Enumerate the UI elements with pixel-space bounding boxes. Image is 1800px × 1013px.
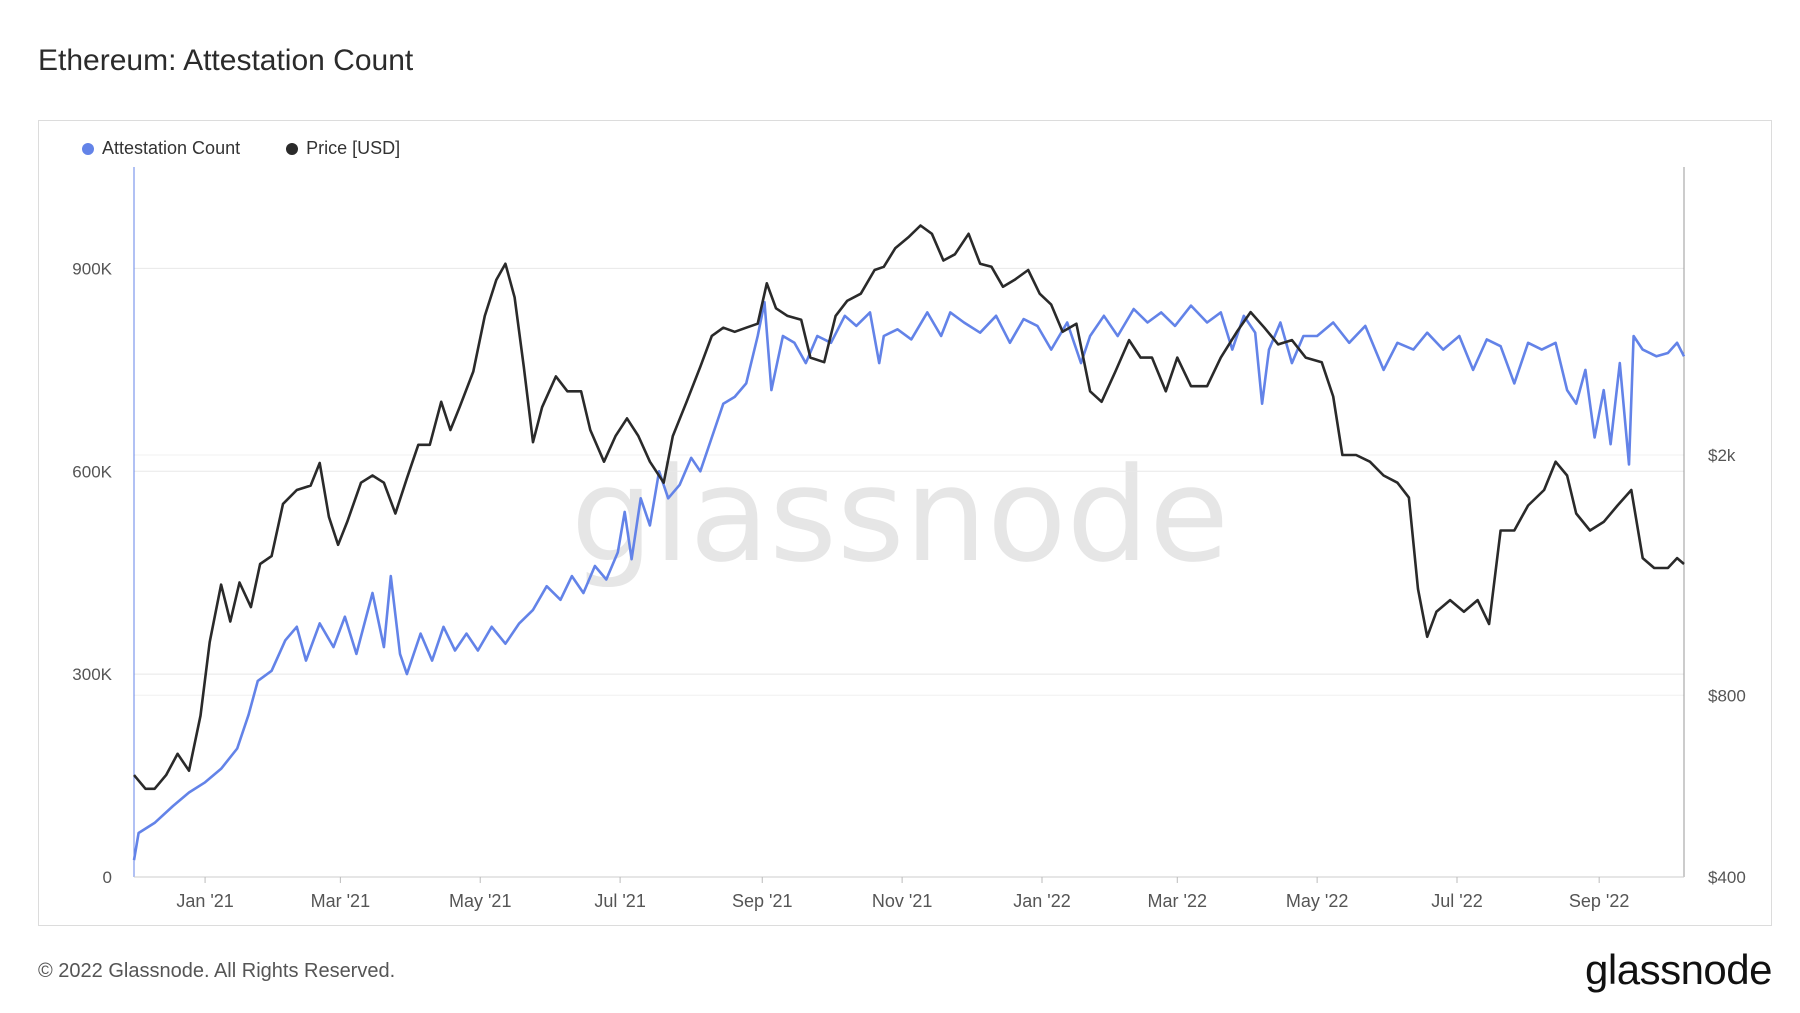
- series-line-price: [133, 224, 1685, 791]
- y-right-tick-label: $2k: [1708, 446, 1736, 465]
- x-tick-label: Jul '22: [1431, 891, 1482, 911]
- x-tick-label: Mar '22: [1148, 891, 1207, 911]
- y-right-tick-label: $400: [1708, 868, 1746, 887]
- series-line-attestation-count: [132, 300, 1686, 861]
- y-left-tick-label: 600K: [72, 462, 112, 481]
- y-left-tick-label: 0: [103, 868, 112, 887]
- legend-label-attestation: Attestation Count: [102, 138, 241, 158]
- legend-dot-price: [286, 142, 299, 155]
- legend-dot-attestation: [82, 142, 94, 155]
- x-tick-label: Jan '21: [176, 891, 233, 911]
- copyright-footer: © 2022 Glassnode. All Rights Reserved.: [38, 960, 396, 982]
- x-tick-label: Sep '21: [732, 891, 793, 911]
- legend: Attestation Count Price [USD]: [82, 138, 400, 159]
- x-tick-label: Jul '21: [594, 891, 645, 911]
- legend-item-price[interactable]: Price [USD]: [286, 138, 400, 159]
- x-tick-label: Jan '22: [1013, 891, 1070, 911]
- x-tick-label: Sep '22: [1569, 891, 1630, 911]
- legend-label-price: Price [USD]: [306, 138, 401, 158]
- x-tick-label: Mar '21: [311, 891, 370, 911]
- x-tick-label: May '22: [1286, 891, 1348, 911]
- y-right-tick-label: $800: [1708, 686, 1746, 705]
- chart-frame: [38, 120, 1772, 926]
- y-left-tick-label: 900K: [72, 259, 112, 278]
- watermark: glassnode: [571, 439, 1229, 591]
- x-tick-label: May '21: [449, 891, 511, 911]
- x-tick-label: Nov '21: [872, 891, 932, 911]
- chart-title: Ethereum: Attestation Count: [38, 44, 414, 77]
- legend-item-attestation[interactable]: Attestation Count: [82, 138, 240, 159]
- brand-logo: glassnode: [1585, 946, 1772, 993]
- y-left-tick-label: 300K: [72, 665, 112, 684]
